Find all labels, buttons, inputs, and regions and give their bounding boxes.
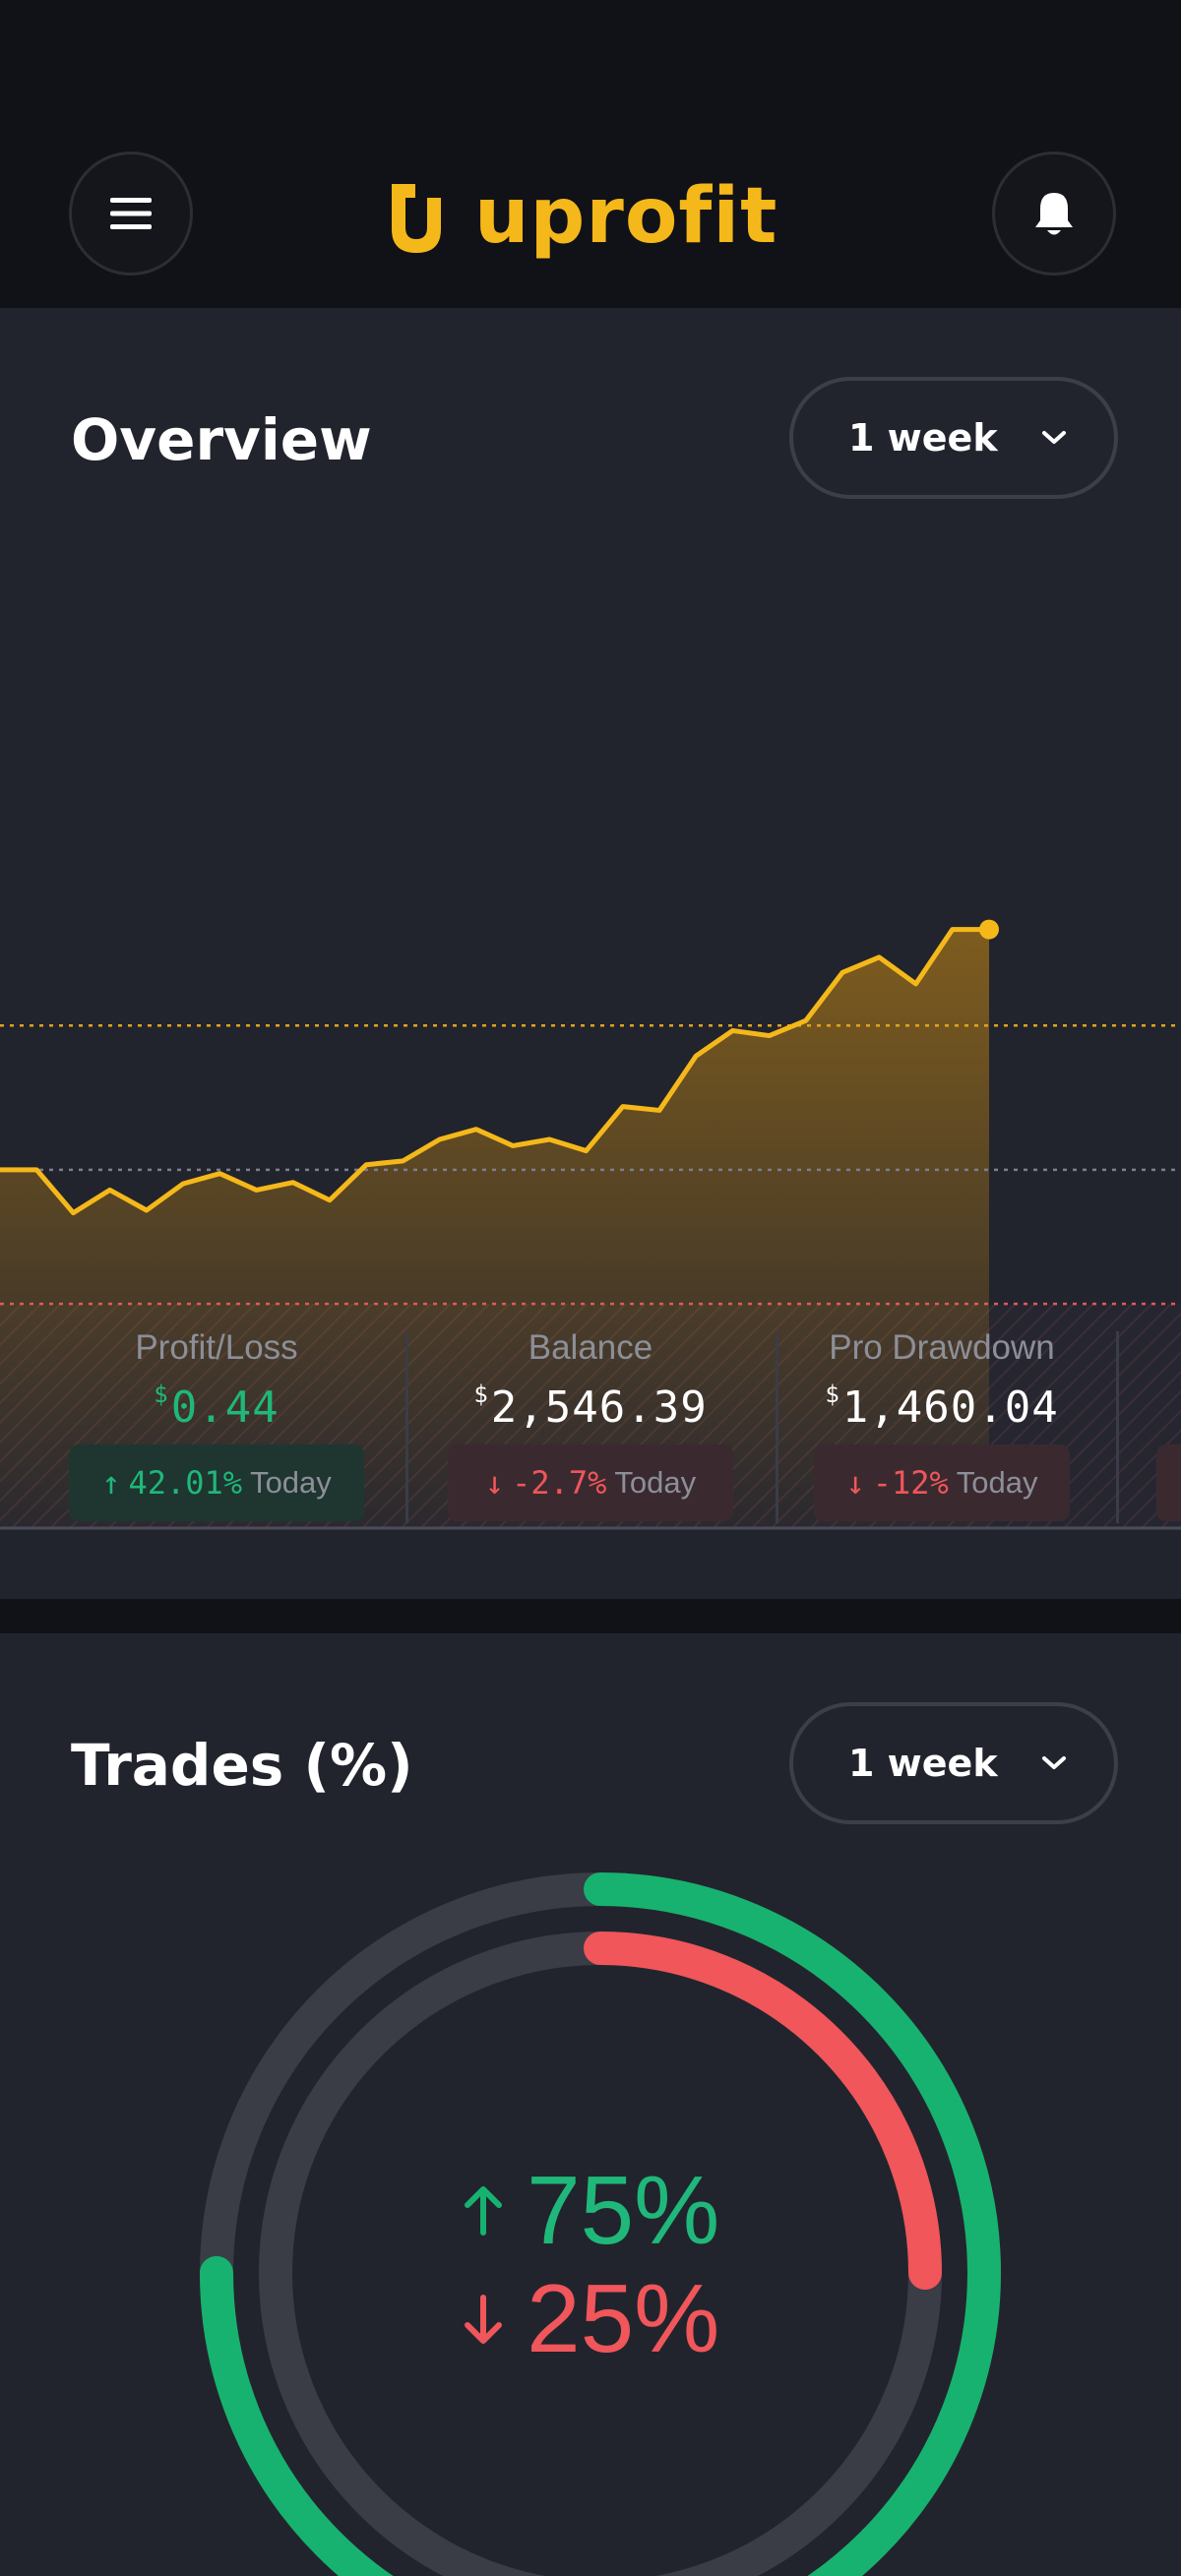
uprofit-logo-icon bbox=[392, 184, 441, 253]
trades-down-value: 25% bbox=[527, 2264, 720, 2372]
stat-label: Profit/Loss bbox=[135, 1328, 298, 1367]
brand-name: uprofit bbox=[474, 172, 778, 261]
stat-pro-drawdown: Pro Drawdown $1,460.04 ↓ -12% Today bbox=[809, 1297, 1075, 1523]
stat-divider bbox=[776, 1331, 778, 1523]
stat-change-suffix: Today bbox=[956, 1465, 1038, 1500]
trades-down-arc bbox=[259, 1932, 942, 2576]
trades-up-readout: 75% bbox=[0, 2155, 1181, 2266]
overview-panel: Overview 1 week Profit/Loss $0.44 bbox=[0, 308, 1181, 1599]
bell-icon bbox=[1035, 193, 1073, 235]
trades-up-value: 75% bbox=[527, 2156, 720, 2264]
top-bar: uprofit bbox=[0, 0, 1181, 308]
trades-title: Trades (%) bbox=[71, 1732, 413, 1799]
notifications-button[interactable] bbox=[992, 152, 1116, 276]
stats-row: Profit/Loss $0.44 ↑ 42.01% Today Balance… bbox=[0, 1297, 1181, 1523]
stat-change-chip: ↓ -2.7% Today bbox=[448, 1444, 733, 1521]
chevron-down-icon bbox=[1042, 1756, 1066, 1769]
stat-change-chip: ↑ 42.01% Today bbox=[69, 1444, 364, 1521]
trades-up-arc bbox=[200, 1872, 1001, 2576]
arrow-down-icon: ↓ bbox=[484, 1464, 505, 1502]
hamburger-icon bbox=[110, 198, 152, 229]
stat-change-suffix: Today bbox=[614, 1465, 697, 1500]
stat-profit-loss: Profit/Loss $0.44 ↑ 42.01% Today bbox=[69, 1297, 364, 1523]
chart-series-line bbox=[0, 927, 989, 1216]
stat-change-value: -12% bbox=[872, 1464, 949, 1502]
overview-period-label: 1 week bbox=[848, 416, 998, 460]
overview-title: Overview bbox=[71, 406, 372, 473]
menu-button[interactable] bbox=[69, 152, 193, 276]
stat-balance: Balance $2,546.39 ↓ -2.7% Today bbox=[448, 1297, 733, 1523]
stat-value: $1,460.04 bbox=[825, 1380, 1059, 1433]
chart-end-point bbox=[979, 919, 999, 940]
trades-period-label: 1 week bbox=[848, 1742, 998, 1785]
stat-change-value: 42.01% bbox=[128, 1464, 243, 1502]
trades-down-readout: 25% bbox=[0, 2263, 1181, 2374]
stat-label: Pro Drawdown bbox=[829, 1328, 1055, 1367]
arrow-down-icon: ↓ bbox=[845, 1464, 865, 1502]
stat-divider bbox=[1116, 1331, 1119, 1523]
arrow-up-icon bbox=[464, 2185, 502, 2236]
chevron-down-icon bbox=[1042, 431, 1066, 444]
stat-value: $0.44 bbox=[154, 1380, 280, 1433]
arrow-down-icon bbox=[464, 2294, 502, 2344]
stat-divider bbox=[405, 1331, 408, 1523]
stat-change-suffix: Today bbox=[250, 1465, 332, 1500]
stat-label: Balance bbox=[528, 1328, 653, 1367]
stat-value: $2,546.39 bbox=[473, 1380, 708, 1433]
trades-period-dropdown[interactable]: 1 week bbox=[789, 1702, 1118, 1824]
stat-change-chip-partial bbox=[1156, 1444, 1181, 1521]
chart-area bbox=[0, 929, 989, 1528]
overview-period-dropdown[interactable]: 1 week bbox=[789, 377, 1118, 499]
trades-panel: Trades (%) 1 week 75% 25% bbox=[0, 1633, 1181, 2576]
brand-logo: uprofit bbox=[384, 167, 777, 266]
stat-change-value: -2.7% bbox=[512, 1464, 607, 1502]
arrow-up-icon: ↑ bbox=[101, 1464, 121, 1502]
stat-change-chip: ↓ -12% Today bbox=[814, 1444, 1070, 1521]
trades-ring-chart bbox=[187, 1860, 1014, 2576]
